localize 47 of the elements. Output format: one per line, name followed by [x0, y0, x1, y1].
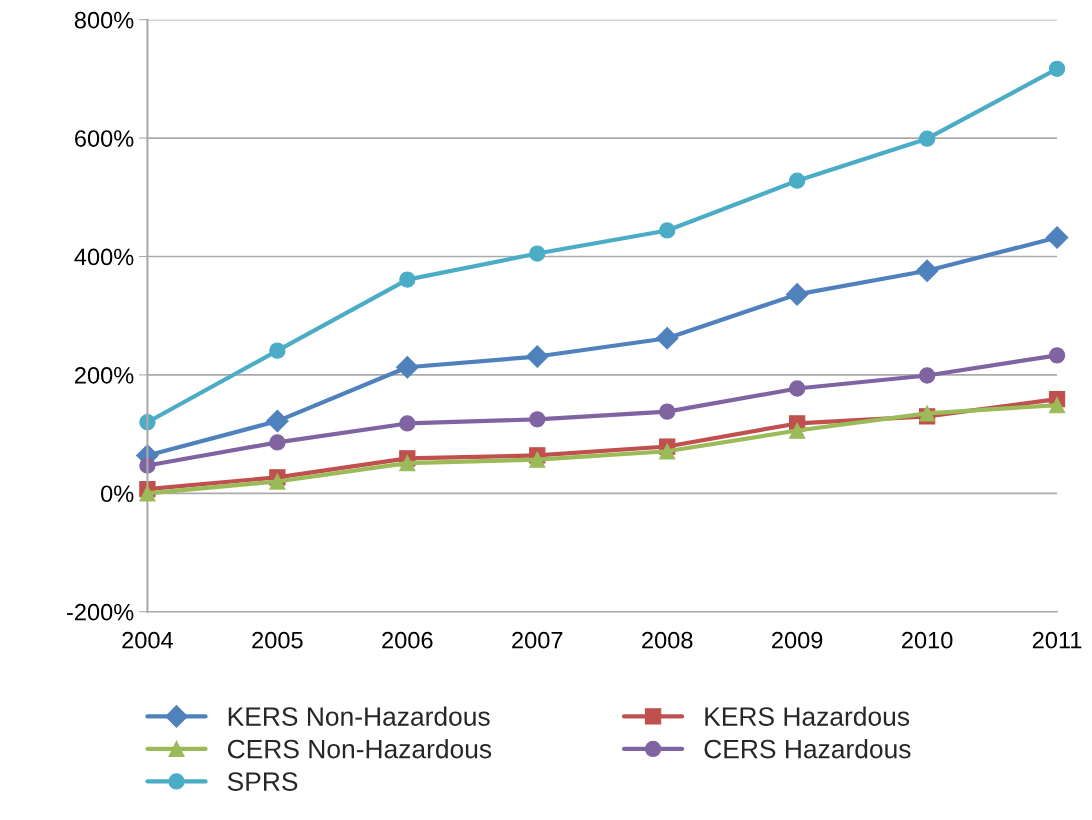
point	[525, 345, 549, 368]
x-tick-label: 2006	[382, 631, 433, 649]
y-tick-label: 200%	[75, 366, 134, 384]
point	[1048, 396, 1066, 414]
point	[655, 326, 679, 350]
point	[659, 403, 676, 420]
point	[269, 342, 286, 359]
point	[399, 271, 416, 288]
x-tick-label: 2009	[772, 631, 823, 649]
point	[915, 259, 939, 283]
y-tick-label: 600%	[75, 130, 134, 147]
point	[785, 283, 809, 306]
legend-label: CERS Hazardous	[704, 739, 911, 759]
point	[1048, 60, 1066, 77]
point	[399, 454, 416, 472]
point	[789, 380, 806, 397]
point	[395, 355, 419, 379]
point	[269, 473, 286, 490]
y-tick-label: 800%	[74, 11, 134, 29]
x-tick-label: 2008	[642, 631, 693, 649]
x-tick-label: 2005	[252, 631, 303, 649]
y-tick-label: 400%	[74, 248, 134, 266]
x-tick-label: 2010	[902, 631, 953, 649]
y-tick-label: 0%	[101, 485, 134, 503]
point	[918, 130, 936, 147]
point	[399, 415, 416, 432]
legend-label: KERS Hazardous	[705, 706, 910, 726]
point	[266, 409, 289, 433]
point	[139, 485, 156, 502]
point	[1045, 226, 1069, 249]
legend-label: CERS Non-Hazardous	[227, 739, 492, 759]
point	[529, 451, 546, 468]
point	[789, 422, 806, 439]
legend-label: KERS Non-Hazardous	[228, 706, 490, 726]
point	[269, 434, 286, 451]
point	[659, 222, 676, 239]
x-tick-label: 2011	[1032, 631, 1082, 649]
point	[789, 172, 806, 189]
point	[529, 245, 546, 262]
point	[659, 443, 676, 460]
x-tick-label: 2007	[512, 631, 563, 649]
y-tick-label: -200%	[67, 603, 134, 621]
point	[529, 411, 546, 428]
point	[1048, 347, 1066, 364]
point	[918, 367, 936, 384]
x-tick-label: 2004	[122, 631, 173, 649]
legend-label: SPRS	[227, 772, 298, 791]
